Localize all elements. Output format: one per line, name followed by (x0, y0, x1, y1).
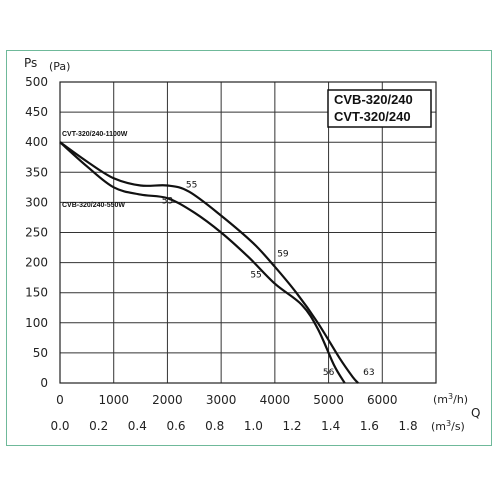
curves (59, 141, 359, 384)
y-tick-label: 500 (25, 75, 48, 89)
efficiency-label: 59 (277, 250, 289, 260)
y-tick-label: 300 (25, 195, 48, 209)
y-axis-unit: (Pa) (49, 60, 70, 73)
y-tick-label: 150 (25, 286, 48, 300)
y-tick-label: 350 (25, 165, 48, 179)
x-tick-label-secondary: 0.0 (50, 419, 69, 433)
y-tick-label: 100 (25, 316, 48, 330)
y-axis-label: Ps (24, 56, 37, 70)
efficiency-label: 63 (363, 368, 374, 378)
x-tick-label-secondary: 0.8 (205, 419, 224, 433)
labels: CVT-320/240-1100W CVB-320/240-550W 55 53 59 5… (62, 131, 375, 378)
efficiency-label: 55 (186, 180, 197, 190)
y-tick-label: 50 (33, 346, 48, 360)
x-tick-label-primary: 5000 (313, 393, 344, 407)
x-tick-label-primary: 3000 (206, 393, 237, 407)
model-box-line-1: CVB-320/240 (334, 92, 413, 107)
x-tick-label-secondary: 1.8 (399, 419, 418, 433)
y-tick-label: 400 (25, 135, 48, 149)
series-label-1: CVT-320/240-1100W (62, 131, 128, 138)
efficiency-label: 53 (162, 197, 173, 207)
x-tick-label-secondary: 1.2 (282, 419, 301, 433)
x-tick-label-primary: 2000 (152, 393, 183, 407)
x-tick-label-primary: 1000 (98, 393, 129, 407)
series-curve-2 (59, 141, 346, 384)
model-box-line-2: CVT-320/240 (334, 109, 411, 124)
x-tick-label-secondary: 1.6 (360, 419, 379, 433)
plot-border (59, 81, 437, 384)
efficiency-label: 56 (323, 368, 335, 378)
x-tick-label-secondary: 0.6 (166, 419, 185, 433)
series-label-2: CVB-320/240-550W (62, 202, 125, 209)
chart-frame (6, 50, 492, 446)
x-tick-label-secondary: 0.4 (128, 419, 147, 433)
x-tick-label-primary: 4000 (260, 393, 291, 407)
efficiency-label: 55 (250, 271, 261, 281)
y-tick-label: 200 (25, 256, 48, 270)
y-tick-label: 250 (25, 226, 48, 240)
y-tick-label: 450 (25, 105, 48, 119)
model-box: CVB-320/240 CVT-320/240 (327, 89, 432, 128)
x-tick-label-secondary: 1.4 (321, 419, 340, 433)
x-tick-label-secondary: 0.2 (89, 419, 108, 433)
series-curve-1 (59, 141, 359, 384)
y-tick-label: 0 (40, 376, 48, 390)
x-axis-label: Q (471, 406, 480, 420)
model-box-border (327, 89, 432, 128)
x-axis-unit-secondary: (m3/s) (431, 419, 465, 433)
x-tick-label-primary: 0 (56, 393, 64, 407)
x-tick-label-primary: 6000 (367, 393, 398, 407)
x-tick-label-secondary: 1.0 (244, 419, 263, 433)
x-axis-unit-primary: (m3/h) (433, 392, 468, 406)
